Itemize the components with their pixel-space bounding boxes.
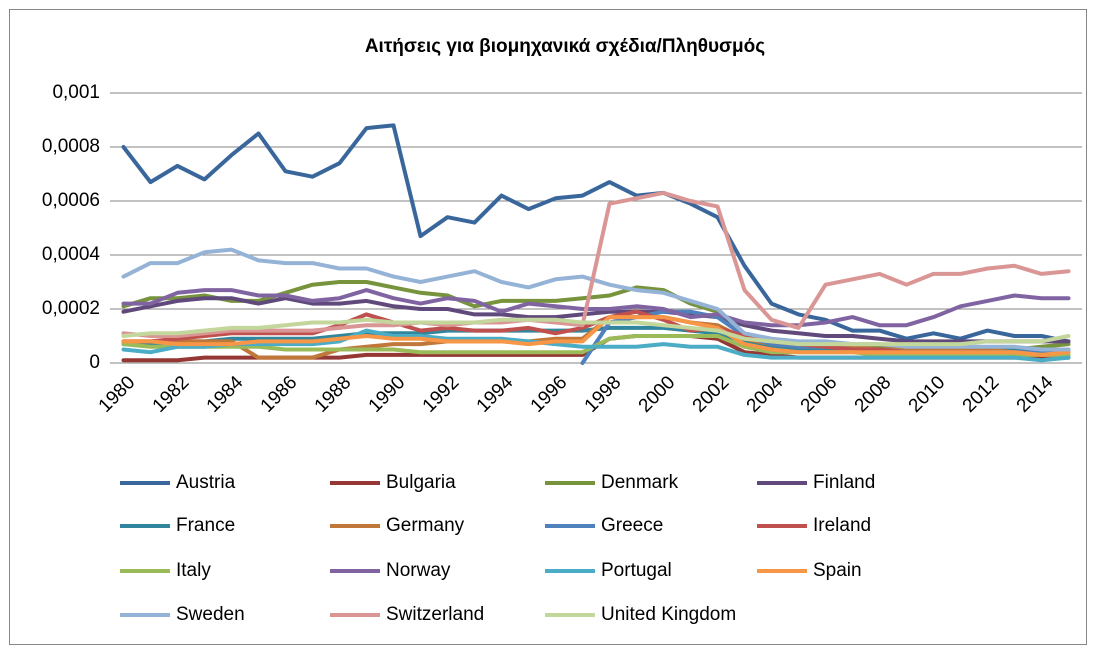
legend-label: Italy [176, 560, 211, 581]
chart-border [9, 9, 1087, 645]
series-line [121, 288, 1071, 328]
legend-label: Switzerland [386, 604, 484, 625]
legend-label: Ireland [813, 515, 871, 536]
series-line [121, 190, 1071, 338]
series-line [121, 296, 1071, 344]
legend-label: Greece [601, 515, 663, 536]
legend-label: Bulgaria [386, 472, 456, 493]
series-line [121, 328, 1071, 363]
legend-label: United Kingdom [601, 604, 736, 625]
legend-label: France [176, 515, 235, 536]
y-tick-label: 0,0006 [42, 190, 100, 211]
legend-label: Spain [813, 560, 862, 581]
legend-label: Austria [176, 472, 236, 493]
series-line [121, 247, 1071, 352]
series-line [121, 315, 1071, 357]
legend-label: Finland [813, 472, 875, 493]
chart-title: Αιτήσεις για βιομηχανικά σχέδια/Πληθυσμό… [365, 36, 765, 57]
y-tick-label: 0,001 [52, 82, 100, 103]
legend-label: Norway [386, 560, 451, 581]
y-tick-label: 0 [89, 352, 100, 373]
series-line [121, 123, 1071, 344]
legend-label: Germany [386, 515, 465, 536]
legend-label: Sweden [176, 604, 245, 625]
y-tick-label: 0,0002 [42, 298, 100, 319]
y-tick-label: 0,0008 [42, 136, 100, 157]
series-line [121, 317, 1071, 347]
legend-label: Portugal [601, 560, 672, 581]
legend-label: Denmark [601, 472, 679, 493]
y-tick-label: 0,0004 [42, 244, 101, 265]
